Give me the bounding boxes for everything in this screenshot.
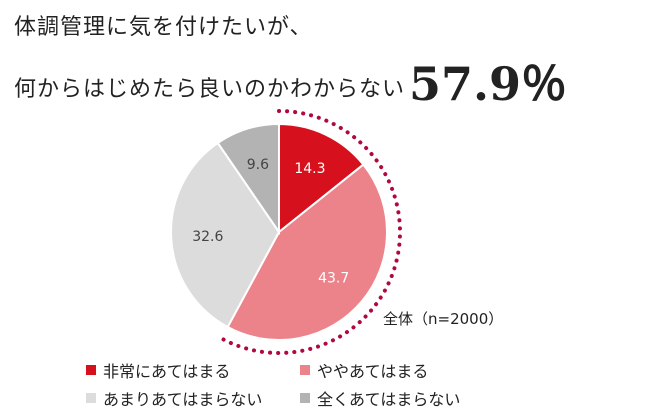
pie-value-label-1: 43.7 xyxy=(318,271,349,287)
legend-label-0: 非常にあてはまる xyxy=(103,362,231,381)
pie-value-label-2: 32.6 xyxy=(192,229,223,245)
pie-slice-3 xyxy=(216,122,280,236)
legend-item-2: あまりあてはまらない xyxy=(86,386,262,410)
title-line-2-text: 何からはじめたら良いのかわからない xyxy=(14,77,406,102)
sample-size-label: 全体（n=2000） xyxy=(383,310,503,328)
legend-swatch-3 xyxy=(300,393,310,403)
legend-label-2: あまりあてはまらない xyxy=(103,390,263,409)
title-line-2: 何からはじめたら良いのかわからない57.9％ xyxy=(14,48,567,114)
legend-swatch-0 xyxy=(86,365,96,375)
legend-label-1: ややあてはまる xyxy=(317,362,429,381)
pie-slice-2 xyxy=(170,141,281,329)
legend-swatch-2 xyxy=(86,393,96,403)
pie-value-label-3: 9.6 xyxy=(247,157,269,173)
legend-item-0: 非常にあてはまる xyxy=(86,358,230,382)
legend-item-1: ややあてはまる xyxy=(300,358,428,382)
pie-slice-0 xyxy=(278,122,365,235)
legend-item-3: 全くあてはまらない xyxy=(300,386,460,410)
highlight-dotted-arc xyxy=(219,109,402,355)
legend-swatch-1 xyxy=(300,365,310,375)
legend-label-3: 全くあてはまらない xyxy=(317,390,461,409)
pie-slice-1 xyxy=(226,163,388,341)
headline-value: 57.9％ xyxy=(409,57,568,111)
pie-value-label-0: 14.3 xyxy=(294,161,325,177)
title-line-1: 体調管理に気を付けたいが、 xyxy=(14,15,313,40)
